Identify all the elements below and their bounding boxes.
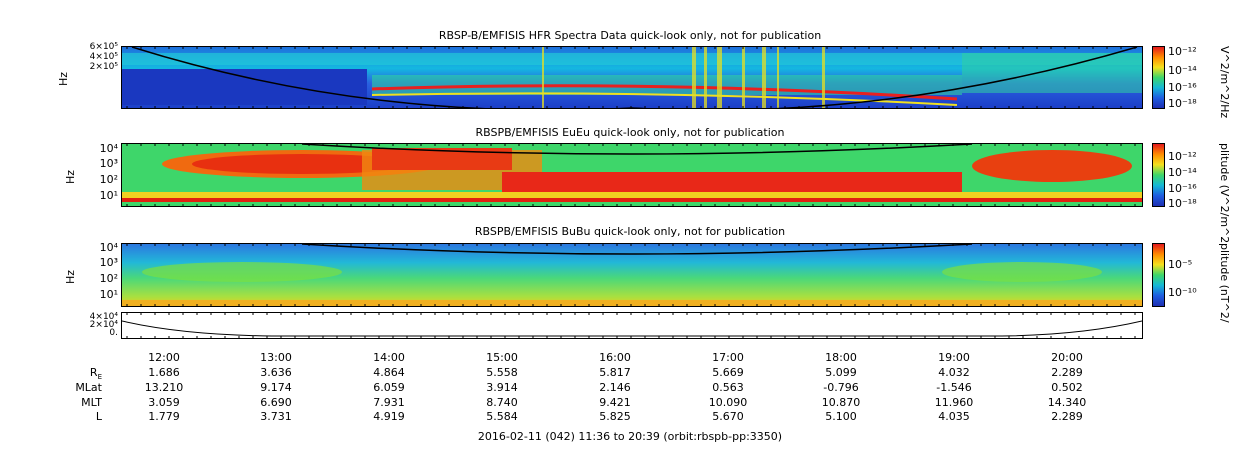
ephem-value: 1.686 [148, 366, 180, 379]
ephem-value: 3.914 [486, 381, 518, 394]
ephem-value: 4.032 [938, 366, 970, 379]
ephem-value: 5.099 [825, 366, 857, 379]
xtick-label: 16:00 [599, 351, 631, 364]
p3-ylabel: Hz [64, 269, 77, 284]
cb3-tick-0: 10⁻⁵ [1168, 258, 1193, 271]
ephem-value: 14.340 [1047, 396, 1087, 409]
p3-ytick-2: 10² [99, 272, 118, 285]
cb1-tick-1: 10⁻¹⁴ [1168, 64, 1197, 77]
xtick-label: 19:00 [938, 351, 970, 364]
ephem-value: 2.289 [1051, 410, 1083, 423]
ephem-value: 5.669 [712, 366, 744, 379]
bubu-spectrogram [121, 243, 1143, 307]
cb2-tick-2: 10⁻¹⁶ [1168, 182, 1197, 195]
cb2-tick-3: 10⁻¹⁸ [1168, 197, 1197, 210]
xtick-label: 12:00 [148, 351, 180, 364]
ephem-label-re: RE [89, 366, 102, 382]
panel1-title: RBSP-B/EMFISIS HFR Spectra Data quick-lo… [438, 29, 822, 42]
p3-ytick-1: 10³ [99, 256, 118, 269]
cb2-tick-0: 10⁻¹² [1168, 150, 1197, 163]
p4-ytick-2: 0. [109, 328, 118, 338]
cb2-tick-1: 10⁻¹⁴ [1168, 166, 1197, 179]
ephem-value: 9.421 [599, 396, 631, 409]
ephem-label-mlat: MLat [75, 381, 102, 394]
ephem-label-mlt: MLT [81, 396, 102, 409]
xtick-label: 14:00 [373, 351, 405, 364]
p2-ylabel: Hz [64, 169, 77, 184]
p2-ytick-2: 10² [99, 173, 118, 186]
colorbar-2 [1152, 143, 1165, 207]
ephem-value: 10.870 [821, 396, 861, 409]
xtick-label: 20:00 [1051, 351, 1083, 364]
ephem-value: 6.059 [373, 381, 405, 394]
p4-ytick-0: 4×10⁴ [89, 312, 118, 322]
ephem-value: 7.931 [373, 396, 405, 409]
ephem-value: 5.100 [825, 410, 857, 423]
p3-ytick-3: 10¹ [99, 288, 118, 301]
ephem-value: 5.670 [712, 410, 744, 423]
cb1-label: V^2/m^2/Hz [1218, 46, 1231, 119]
ephem-value: 0.563 [712, 381, 744, 394]
p2-ytick-1: 10³ [99, 157, 118, 170]
ephem-value: 5.825 [599, 410, 631, 423]
ephem-value: 4.035 [938, 410, 970, 423]
cb3-label: plitude (nT^2/ [1218, 243, 1231, 323]
xtick-label: 15:00 [486, 351, 518, 364]
ephem-value: 2.146 [599, 381, 631, 394]
ephem-value: 1.779 [148, 410, 180, 423]
colorbar-3 [1152, 243, 1165, 307]
cb1-tick-3: 10⁻¹⁸ [1168, 97, 1197, 110]
ephem-value: 10.090 [708, 396, 748, 409]
xtick-label: 18:00 [825, 351, 857, 364]
ephem-value: 5.584 [486, 410, 518, 423]
ephem-value: 9.174 [260, 381, 292, 394]
ephem-value: -0.796 [823, 381, 859, 394]
p1-ytick-1: 4×10⁵ [89, 52, 118, 62]
cb1-tick-2: 10⁻¹⁶ [1168, 81, 1197, 94]
ephem-value: 3.731 [260, 410, 292, 423]
hfr-spectrogram [121, 46, 1143, 109]
cb1-tick-0: 10⁻¹² [1168, 45, 1197, 58]
footer-caption: 2016-02-11 (042) 11:36 to 20:39 (orbit:r… [477, 430, 783, 443]
cb3-tick-1: 10⁻¹⁰ [1168, 286, 1197, 299]
orbit-line-panel [121, 312, 1143, 339]
ephem-value: 0.502 [1051, 381, 1083, 394]
p1-ylabel: Hz [57, 71, 70, 86]
eueu-spectrogram [121, 143, 1143, 207]
ephem-label-l: L [95, 410, 102, 423]
ephem-value: 3.636 [260, 366, 292, 379]
p1-ytick-0: 6×10⁵ [89, 42, 118, 52]
cb2-label: plitude (V^2/m^2 [1218, 143, 1231, 244]
p2-ytick-3: 10¹ [99, 189, 118, 202]
p4-ytick-1: 2×10⁴ [89, 320, 118, 330]
xtick-label: 13:00 [260, 351, 292, 364]
panel3-title: RBSPB/EMFISIS BuBu quick-look only, not … [474, 225, 786, 238]
ephem-value: 3.059 [148, 396, 180, 409]
panel2-title: RBSPB/EMFISIS EuEu quick-look only, not … [475, 126, 785, 139]
ephem-value: 5.817 [599, 366, 631, 379]
ephem-value: 4.864 [373, 366, 405, 379]
colorbar-1 [1152, 46, 1165, 109]
ephem-value: 11.960 [934, 396, 974, 409]
ephem-value: 4.919 [373, 410, 405, 423]
p2-ytick-0: 10⁴ [99, 142, 118, 155]
xtick-label: 17:00 [712, 351, 744, 364]
ephem-value: 2.289 [1051, 366, 1083, 379]
p1-ytick-2: 2×10⁵ [89, 62, 118, 72]
ephem-value: 13.210 [144, 381, 184, 394]
p3-ytick-0: 10⁴ [99, 241, 118, 254]
ephem-value: 6.690 [260, 396, 292, 409]
ephem-value: -1.546 [936, 381, 972, 394]
ephem-value: 8.740 [486, 396, 518, 409]
ephem-value: 5.558 [486, 366, 518, 379]
